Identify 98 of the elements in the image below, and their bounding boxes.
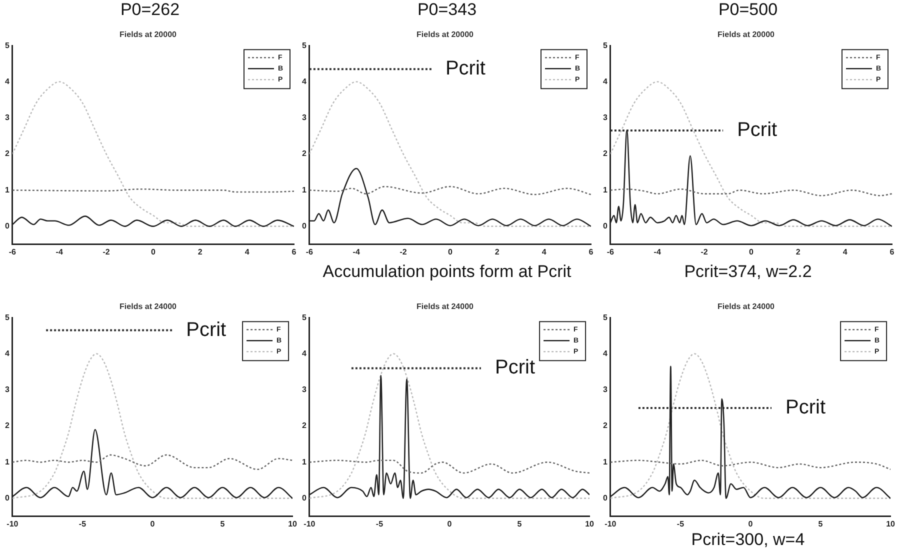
chart-title: Fields at 24000 (718, 302, 776, 312)
y-tick-label: 0 (4, 494, 10, 503)
y-tick-label: 1 (602, 457, 608, 466)
x-tick-label: -2 (102, 247, 110, 256)
y-tick-label: 3 (4, 113, 10, 122)
x-tick-label: 2 (796, 247, 801, 256)
x-tick-label: 5 (517, 519, 522, 528)
y-tick-label: 5 (4, 312, 10, 322)
annotation: Pcrit (186, 318, 227, 341)
line-series (309, 460, 590, 474)
y-tick-label: 3 (302, 113, 307, 122)
y-tick-label: 2 (602, 421, 608, 430)
y-tick-label: 2 (4, 149, 10, 158)
line-series (610, 188, 892, 196)
x-tick-label: -6 (606, 247, 615, 256)
x-tick-label: -4 (654, 247, 662, 256)
x-tick-label: 0 (151, 247, 156, 256)
y-tick-label: 2 (302, 149, 307, 158)
annotation: Pcrit (737, 119, 778, 142)
x-tick-label: 4 (842, 247, 848, 256)
y-tick-label: 0 (302, 222, 307, 231)
x-tick-label: 0 (748, 519, 754, 528)
x-tick-label: -10 (304, 519, 316, 528)
chart-title: Fields at 20000 (718, 30, 776, 40)
x-tick-label: -4 (352, 247, 360, 256)
y-tick-label: 3 (302, 385, 307, 394)
y-tick-label: 5 (302, 312, 307, 322)
x-tick-label: 2 (198, 247, 203, 256)
text: Pcrit=300, w=4 (690, 530, 806, 550)
line-series (610, 81, 892, 227)
x-tick-label: 5 (818, 519, 824, 528)
y-tick-label: 4 (4, 76, 10, 86)
y-tick-label: 0 (602, 494, 608, 503)
x-tick-label: -5 (78, 519, 87, 528)
x-tick-label: 4 (542, 247, 547, 256)
text: Pcrit=374, w=2.2 (683, 262, 813, 282)
y-tick-label: 4 (602, 76, 608, 86)
annotation: Pcrit (495, 356, 536, 379)
x-tick-label: -4 (56, 247, 64, 256)
line-series (309, 186, 591, 196)
x-tick-label: 4 (244, 247, 250, 256)
x-tick-label: 0 (150, 519, 156, 528)
chart-title: Fields at 20000 (120, 30, 178, 40)
chart-title: Fields at 24000 (120, 302, 178, 312)
x-tick-label: -10 (6, 519, 19, 528)
y-tick-label: 0 (4, 222, 10, 231)
y-tick-label: 4 (602, 348, 608, 358)
y-tick-label: 4 (302, 76, 307, 86)
x-tick-label: -6 (306, 247, 314, 256)
y-tick-label: 2 (302, 421, 307, 430)
x-tick-label: 0 (447, 519, 452, 528)
y-tick-label: 3 (602, 113, 608, 122)
chart-title: Fields at 20000 (416, 30, 474, 40)
x-tick-label: -10 (604, 519, 617, 528)
y-tick-label: 2 (602, 149, 608, 158)
text: P0=343 (416, 0, 478, 20)
y-tick-label: 5 (602, 312, 608, 322)
y-tick-label: 4 (4, 348, 10, 358)
x-tick-label: 10 (886, 519, 896, 528)
line-series (610, 460, 891, 470)
y-tick-label: 1 (4, 185, 10, 194)
y-tick-label: 1 (4, 457, 10, 466)
line-series (12, 81, 294, 227)
x-tick-label: 0 (749, 247, 754, 256)
x-tick-label: -5 (676, 519, 685, 528)
x-tick-label: 10 (288, 519, 298, 528)
x-tick-label: -6 (8, 247, 17, 256)
y-tick-label: 0 (602, 222, 608, 231)
x-tick-label: 0 (448, 247, 453, 256)
x-tick-label: 2 (494, 247, 500, 256)
y-tick-label: 5 (302, 40, 307, 50)
x-tick-label: -2 (700, 247, 708, 256)
y-tick-label: 4 (302, 348, 307, 358)
y-tick-label: 3 (4, 385, 10, 394)
line-series (309, 81, 591, 227)
x-tick-label: 10 (585, 519, 595, 528)
text: P0=262 (119, 0, 181, 20)
text: P0=500 (717, 0, 779, 20)
annotation: Pcrit (786, 396, 826, 418)
y-tick-label: 2 (4, 421, 10, 430)
y-tick-label: 1 (302, 185, 307, 194)
x-tick-label: -5 (376, 519, 384, 528)
y-tick-label: 5 (602, 40, 608, 50)
annotation: Pcrit (445, 58, 486, 80)
y-tick-label: 3 (602, 385, 608, 394)
y-tick-label: 1 (602, 185, 608, 194)
x-tick-label: 6 (890, 247, 895, 256)
y-tick-label: 1 (302, 457, 307, 466)
line-series (12, 353, 293, 499)
y-tick-label: 5 (4, 40, 10, 50)
chart-title: Fields at 24000 (416, 302, 474, 312)
y-tick-label: 0 (302, 494, 307, 503)
text: Accumulation points form at Pcrit (322, 262, 572, 282)
x-tick-label: 6 (588, 247, 594, 256)
x-tick-label: 6 (292, 247, 297, 256)
x-tick-label: -2 (400, 247, 408, 256)
x-tick-label: 5 (220, 519, 226, 528)
line-series (12, 454, 293, 470)
